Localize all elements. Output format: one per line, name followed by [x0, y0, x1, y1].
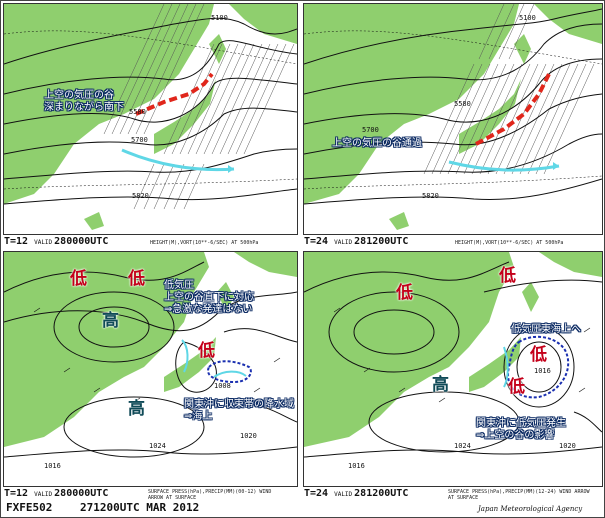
valid-label: VALID — [334, 239, 353, 246]
panel-surface-t12: 低 低 低 高 高 1024 1016 1008 1020 低気圧 上空の谷直下… — [3, 251, 298, 487]
low-pressure-symbol: 低 — [396, 283, 413, 303]
chart-description: HEIGHT(M),VORT(10**-6/SEC) AT 500hPa — [455, 240, 564, 246]
valid-label: VALID — [34, 491, 53, 498]
contour-label: 5820 — [132, 192, 149, 200]
valid-label: VALID — [34, 239, 53, 246]
valid-time: 280000UTC — [54, 488, 109, 499]
low-annotation: 低気圧 上空の谷直下に対応 ⇒急激な発達はない — [164, 280, 254, 316]
low-pressure-symbol: 低 — [508, 377, 525, 397]
isobar-label: 1016 — [534, 367, 551, 375]
low-pressure-symbol: 低 — [499, 266, 516, 286]
caption-surface-t24: T=24 VALID 281200UTC — [304, 488, 408, 499]
annotation-line: 深まりながら南下 — [44, 102, 124, 113]
issue-time: 271200UTC MAR 2012 — [80, 501, 200, 514]
isobar-label: 1016 — [348, 462, 365, 470]
contour-label: 5700 — [131, 136, 148, 144]
panel-surface-t24: 低 低 低 低 高 1024 1016 1016 1020 低気圧東海上へ 関東… — [303, 251, 603, 487]
map-500hpa-t12 — [4, 4, 297, 230]
low-east-annotation: 低気圧東海上へ — [511, 324, 581, 336]
isobar-label: 1024 — [149, 442, 166, 450]
high-pressure-symbol: 高 — [432, 375, 449, 395]
annotation-line: ⇒海上 — [184, 411, 213, 422]
low-pressure-symbol: 低 — [530, 345, 547, 365]
chart-description: SURFACE PRESS(hPa),PRECIP(MM)(12-24) WIN… — [448, 489, 590, 501]
annotation-line: ⇒上空の谷の影響 — [476, 430, 555, 441]
new-low-annotation: 関東沖に低気圧発生 ⇒上空の谷の影響 — [476, 418, 566, 442]
annotation-line: 関東沖に収束帯の降水域 — [184, 399, 294, 410]
valid-label: VALID — [334, 491, 353, 498]
annotation-line: 上空の気圧の谷 — [44, 90, 114, 101]
annotation-line: ⇒急激な発達はない — [164, 304, 253, 315]
agency-name: Japan Meteorological Agency — [478, 505, 583, 513]
forecast-time: T=12 — [4, 488, 29, 499]
high-pressure-symbol: 高 — [102, 311, 119, 331]
valid-time: 280000UTC — [54, 236, 109, 247]
valid-time: 281200UTC — [354, 236, 409, 247]
chart-id: FXFE502 — [6, 501, 53, 514]
contour-label: 5700 — [362, 126, 379, 134]
chart-description: SURFACE PRESS(hPa),PRECIP(MM)(00-12) WIN… — [148, 489, 272, 501]
low-pressure-symbol: 低 — [128, 269, 145, 289]
caption-500hpa-t12: T=12 VALID 280000UTC — [4, 236, 108, 247]
map-surface-t24 — [304, 252, 602, 458]
high-pressure-symbol: 高 — [128, 399, 145, 419]
annotation-line: 関東沖に低気圧発生 — [476, 418, 566, 429]
annotation-line: 低気圧東海上へ — [511, 324, 581, 335]
isobar-label: 1016 — [44, 462, 61, 470]
contour-label: 5580 — [129, 108, 146, 116]
isobar-label: 1020 — [559, 442, 576, 450]
forecast-time: T=24 — [304, 236, 329, 247]
contour-label: 5580 — [454, 100, 471, 108]
valid-time: 281200UTC — [354, 488, 409, 499]
trough-annotation: 上空の気圧の谷通過 — [332, 138, 422, 150]
forecast-time: T=24 — [304, 488, 329, 499]
annotation-line: 上空の気圧の谷通過 — [332, 138, 422, 149]
isobar-label: 1008 — [214, 382, 231, 390]
forecast-time: T=12 — [4, 236, 29, 247]
chart-description: HEIGHT(M),VORT(10**-6/SEC) AT 500hPa — [150, 240, 259, 246]
contour-label: 5100 — [211, 14, 228, 22]
trough-annotation: 上空の気圧の谷 深まりながら南下 — [44, 90, 124, 114]
contour-label: 5820 — [422, 192, 439, 200]
annotation-line: 低気圧 — [164, 280, 194, 291]
rain-annotation: 関東沖に収束帯の降水域 ⇒海上 — [184, 399, 294, 423]
annotation-line: 上空の谷直下に対応 — [164, 292, 254, 303]
isobar-label: 1020 — [240, 432, 257, 440]
map-500hpa-t24 — [304, 4, 602, 230]
panel-500hpa-t24: 5100 5580 5700 5820 上空の気圧の谷通過 — [303, 3, 603, 235]
low-pressure-symbol: 低 — [70, 269, 87, 289]
contour-label: 5100 — [519, 14, 536, 22]
map-surface-t12 — [4, 252, 297, 458]
low-pressure-symbol: 低 — [198, 341, 215, 361]
isobar-label: 1024 — [454, 442, 471, 450]
panel-500hpa-t12: 5100 5580 5700 5820 上空の気圧の谷 深まりながら南下 — [3, 3, 298, 235]
caption-500hpa-t24: T=24 VALID 281200UTC — [304, 236, 408, 247]
caption-surface-t12: T=12 VALID 280000UTC — [4, 488, 108, 499]
